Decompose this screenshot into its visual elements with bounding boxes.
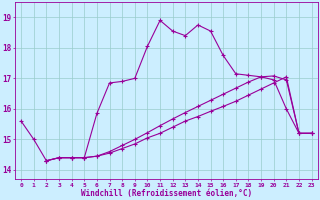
X-axis label: Windchill (Refroidissement éolien,°C): Windchill (Refroidissement éolien,°C) <box>81 189 252 198</box>
